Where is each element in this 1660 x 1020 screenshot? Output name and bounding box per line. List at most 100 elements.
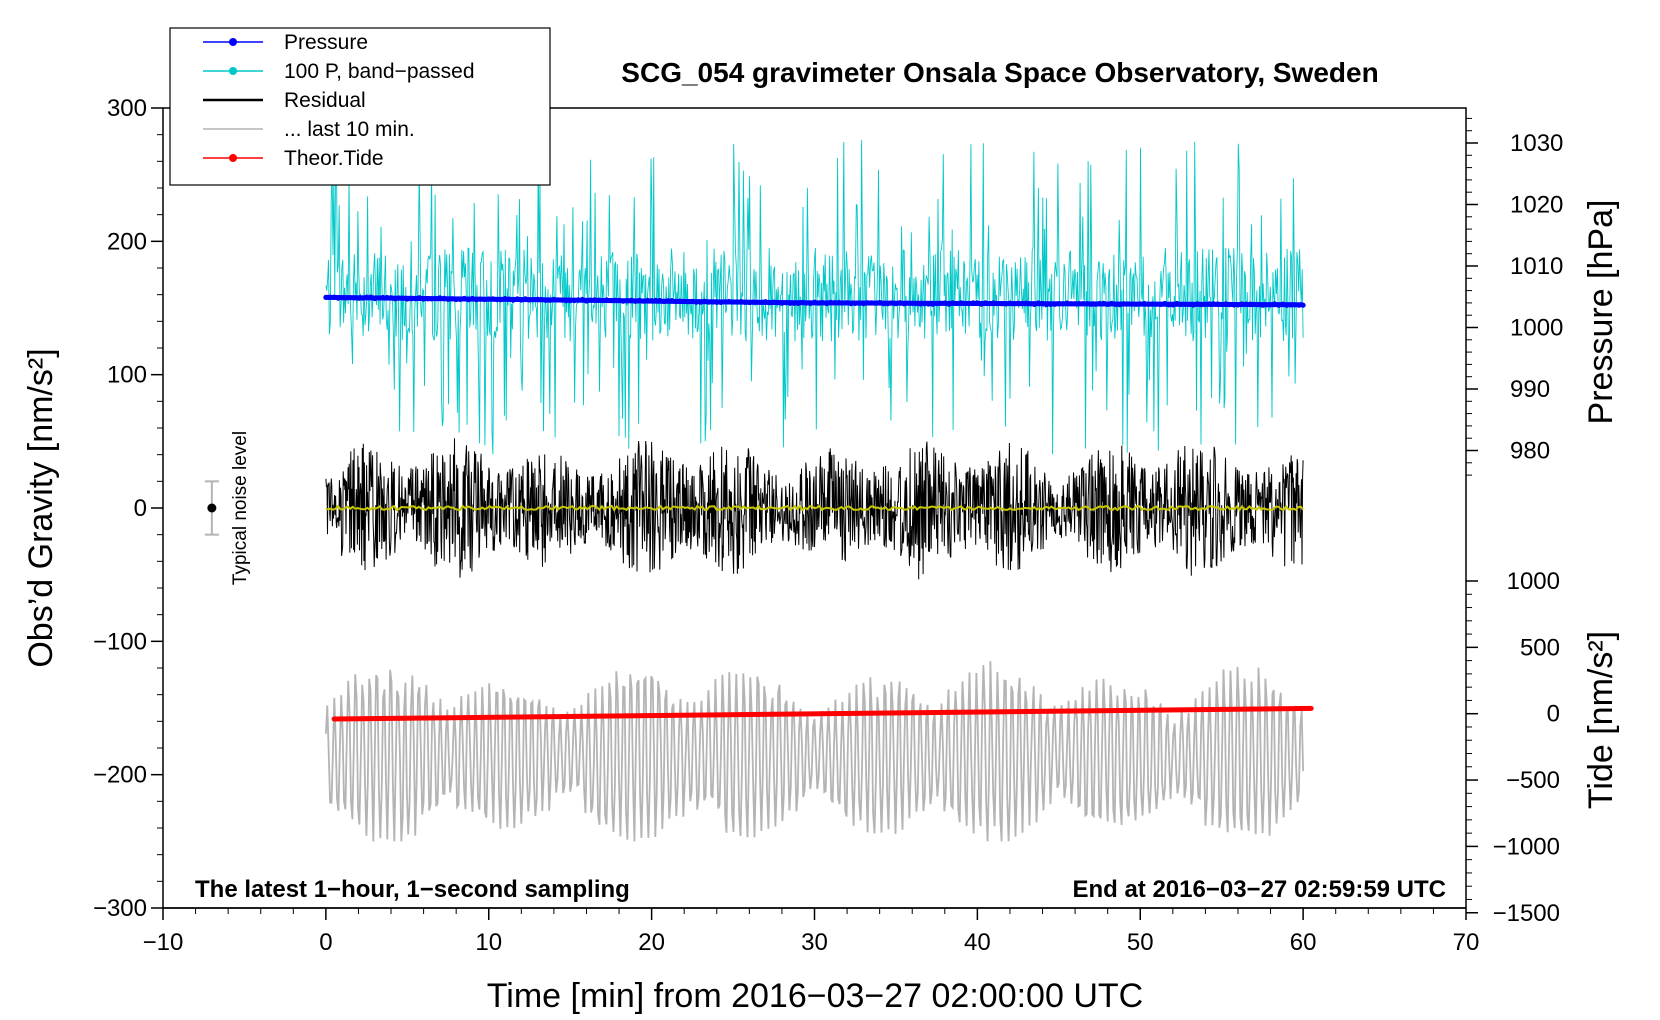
pressure-point	[742, 299, 748, 305]
pressure-point	[877, 299, 883, 306]
bandpassed-pressure-line	[325, 140, 1304, 455]
pressure-point	[1227, 301, 1233, 308]
pressure-point	[1056, 301, 1062, 307]
pressure-point	[771, 299, 777, 305]
theor-tide-point	[1243, 706, 1249, 712]
pressure-point	[734, 299, 740, 305]
pressure-point	[697, 299, 704, 305]
pressure-point	[1060, 301, 1066, 307]
pressure-point	[331, 294, 337, 300]
pressure-point	[506, 296, 512, 302]
y-axis-tide: 1000 500 0 −500 −1000 −1500	[1466, 568, 1560, 927]
pressure-point	[535, 296, 541, 302]
pressure-point	[384, 294, 390, 301]
pressure-point	[909, 300, 915, 306]
pressure-point	[1247, 301, 1253, 307]
pressure-point	[449, 296, 455, 302]
pressure-point	[421, 296, 427, 302]
pressure-point	[596, 297, 602, 303]
pressure-point	[1276, 302, 1282, 308]
pressure-point	[632, 298, 638, 304]
pressure-point	[1158, 301, 1164, 307]
y-axis-gravity: 300 200 100 0 −100 −200 −300	[93, 95, 163, 922]
pressure-point	[364, 294, 370, 300]
pressure-point	[445, 296, 451, 302]
pressure-point	[490, 296, 496, 302]
pressure-point	[893, 301, 899, 307]
pressure-point	[1223, 301, 1229, 307]
pressure-point	[816, 300, 822, 306]
pressure-point	[669, 298, 675, 304]
pressure-point	[820, 300, 826, 306]
legend-marker	[229, 38, 237, 46]
legend-label: 100 P, band−passed	[284, 60, 475, 83]
noise-level-label: Typical noise level	[230, 431, 251, 585]
pressure-point	[974, 300, 981, 306]
pressure-tick-label: 1010	[1510, 253, 1563, 280]
pressure-point	[425, 296, 431, 302]
theor-tide-point	[836, 711, 842, 716]
pressure-point	[942, 300, 948, 306]
pressure-point	[616, 297, 622, 303]
pressure-point	[1125, 301, 1131, 307]
theor-tide-point	[575, 714, 581, 719]
pressure-point	[645, 297, 651, 303]
pressure-point	[803, 300, 810, 306]
pressure-point	[502, 296, 508, 302]
pressure-point	[510, 297, 516, 303]
pressure-point	[551, 296, 557, 302]
pressure-point	[1039, 300, 1046, 307]
pressure-point	[392, 296, 398, 302]
pressure-point	[1219, 301, 1225, 308]
y-tick-label: 200	[107, 228, 147, 255]
legend-label: Pressure	[284, 31, 368, 54]
pressure-point	[1035, 300, 1042, 306]
theor-tide-point	[608, 713, 614, 719]
pressure-tick-label: 990	[1510, 376, 1550, 403]
theor-tide-point	[494, 714, 500, 720]
pressure-point	[657, 297, 663, 304]
theor-tide-point	[461, 715, 467, 720]
theor-tide-point	[364, 716, 369, 722]
pressure-tick-label: 1000	[1510, 315, 1563, 342]
annotation-end-time: End at 2016−03−27 02:59:59 UTC	[1072, 876, 1446, 903]
pressure-point	[1031, 301, 1037, 307]
pressure-point	[343, 295, 349, 301]
pressure-point	[824, 300, 830, 307]
pressure-point	[1263, 302, 1270, 308]
pressure-point	[885, 301, 891, 307]
pressure-point	[1101, 300, 1107, 306]
last-10-min-line	[325, 661, 1304, 842]
pressure-point	[746, 299, 753, 306]
x-tick-label: 50	[1127, 929, 1154, 956]
theor-tide-point	[413, 715, 418, 721]
pressure-point	[767, 300, 773, 306]
pressure-point	[368, 294, 374, 300]
pressure-point	[681, 298, 687, 304]
pressure-point	[376, 295, 382, 301]
pressure-point	[1202, 301, 1208, 307]
pressure-point	[1064, 300, 1070, 306]
pressure-point	[946, 301, 952, 307]
last-10-min-series	[325, 661, 1304, 842]
pressure-point	[1170, 302, 1176, 308]
noise-level-indicator: Typical noise level	[204, 431, 251, 585]
x-axis-title: Time [min] from 2016−03−27 02:00:00 UTC	[487, 977, 1143, 1015]
theor-tide-point	[543, 714, 549, 720]
pressure-point	[457, 296, 463, 302]
pressure-point	[1296, 302, 1302, 308]
annotation-sampling: The latest 1−hour, 1−second sampling	[195, 876, 630, 903]
pressure-point	[836, 299, 842, 306]
pressure-point	[685, 299, 691, 305]
pressure-point	[380, 294, 386, 301]
pressure-point	[1284, 302, 1290, 308]
pressure-point	[473, 297, 480, 303]
pressure-point	[982, 300, 989, 306]
pressure-point	[661, 298, 667, 304]
theor-tide-point	[983, 709, 988, 715]
legend: Pressure 100 P, band−passed Residual ... la…	[169, 27, 551, 186]
theor-tide-point	[445, 715, 451, 721]
theor-tide-point	[1227, 706, 1233, 712]
pressure-point	[559, 297, 565, 303]
theor-tide-point	[1308, 706, 1314, 711]
